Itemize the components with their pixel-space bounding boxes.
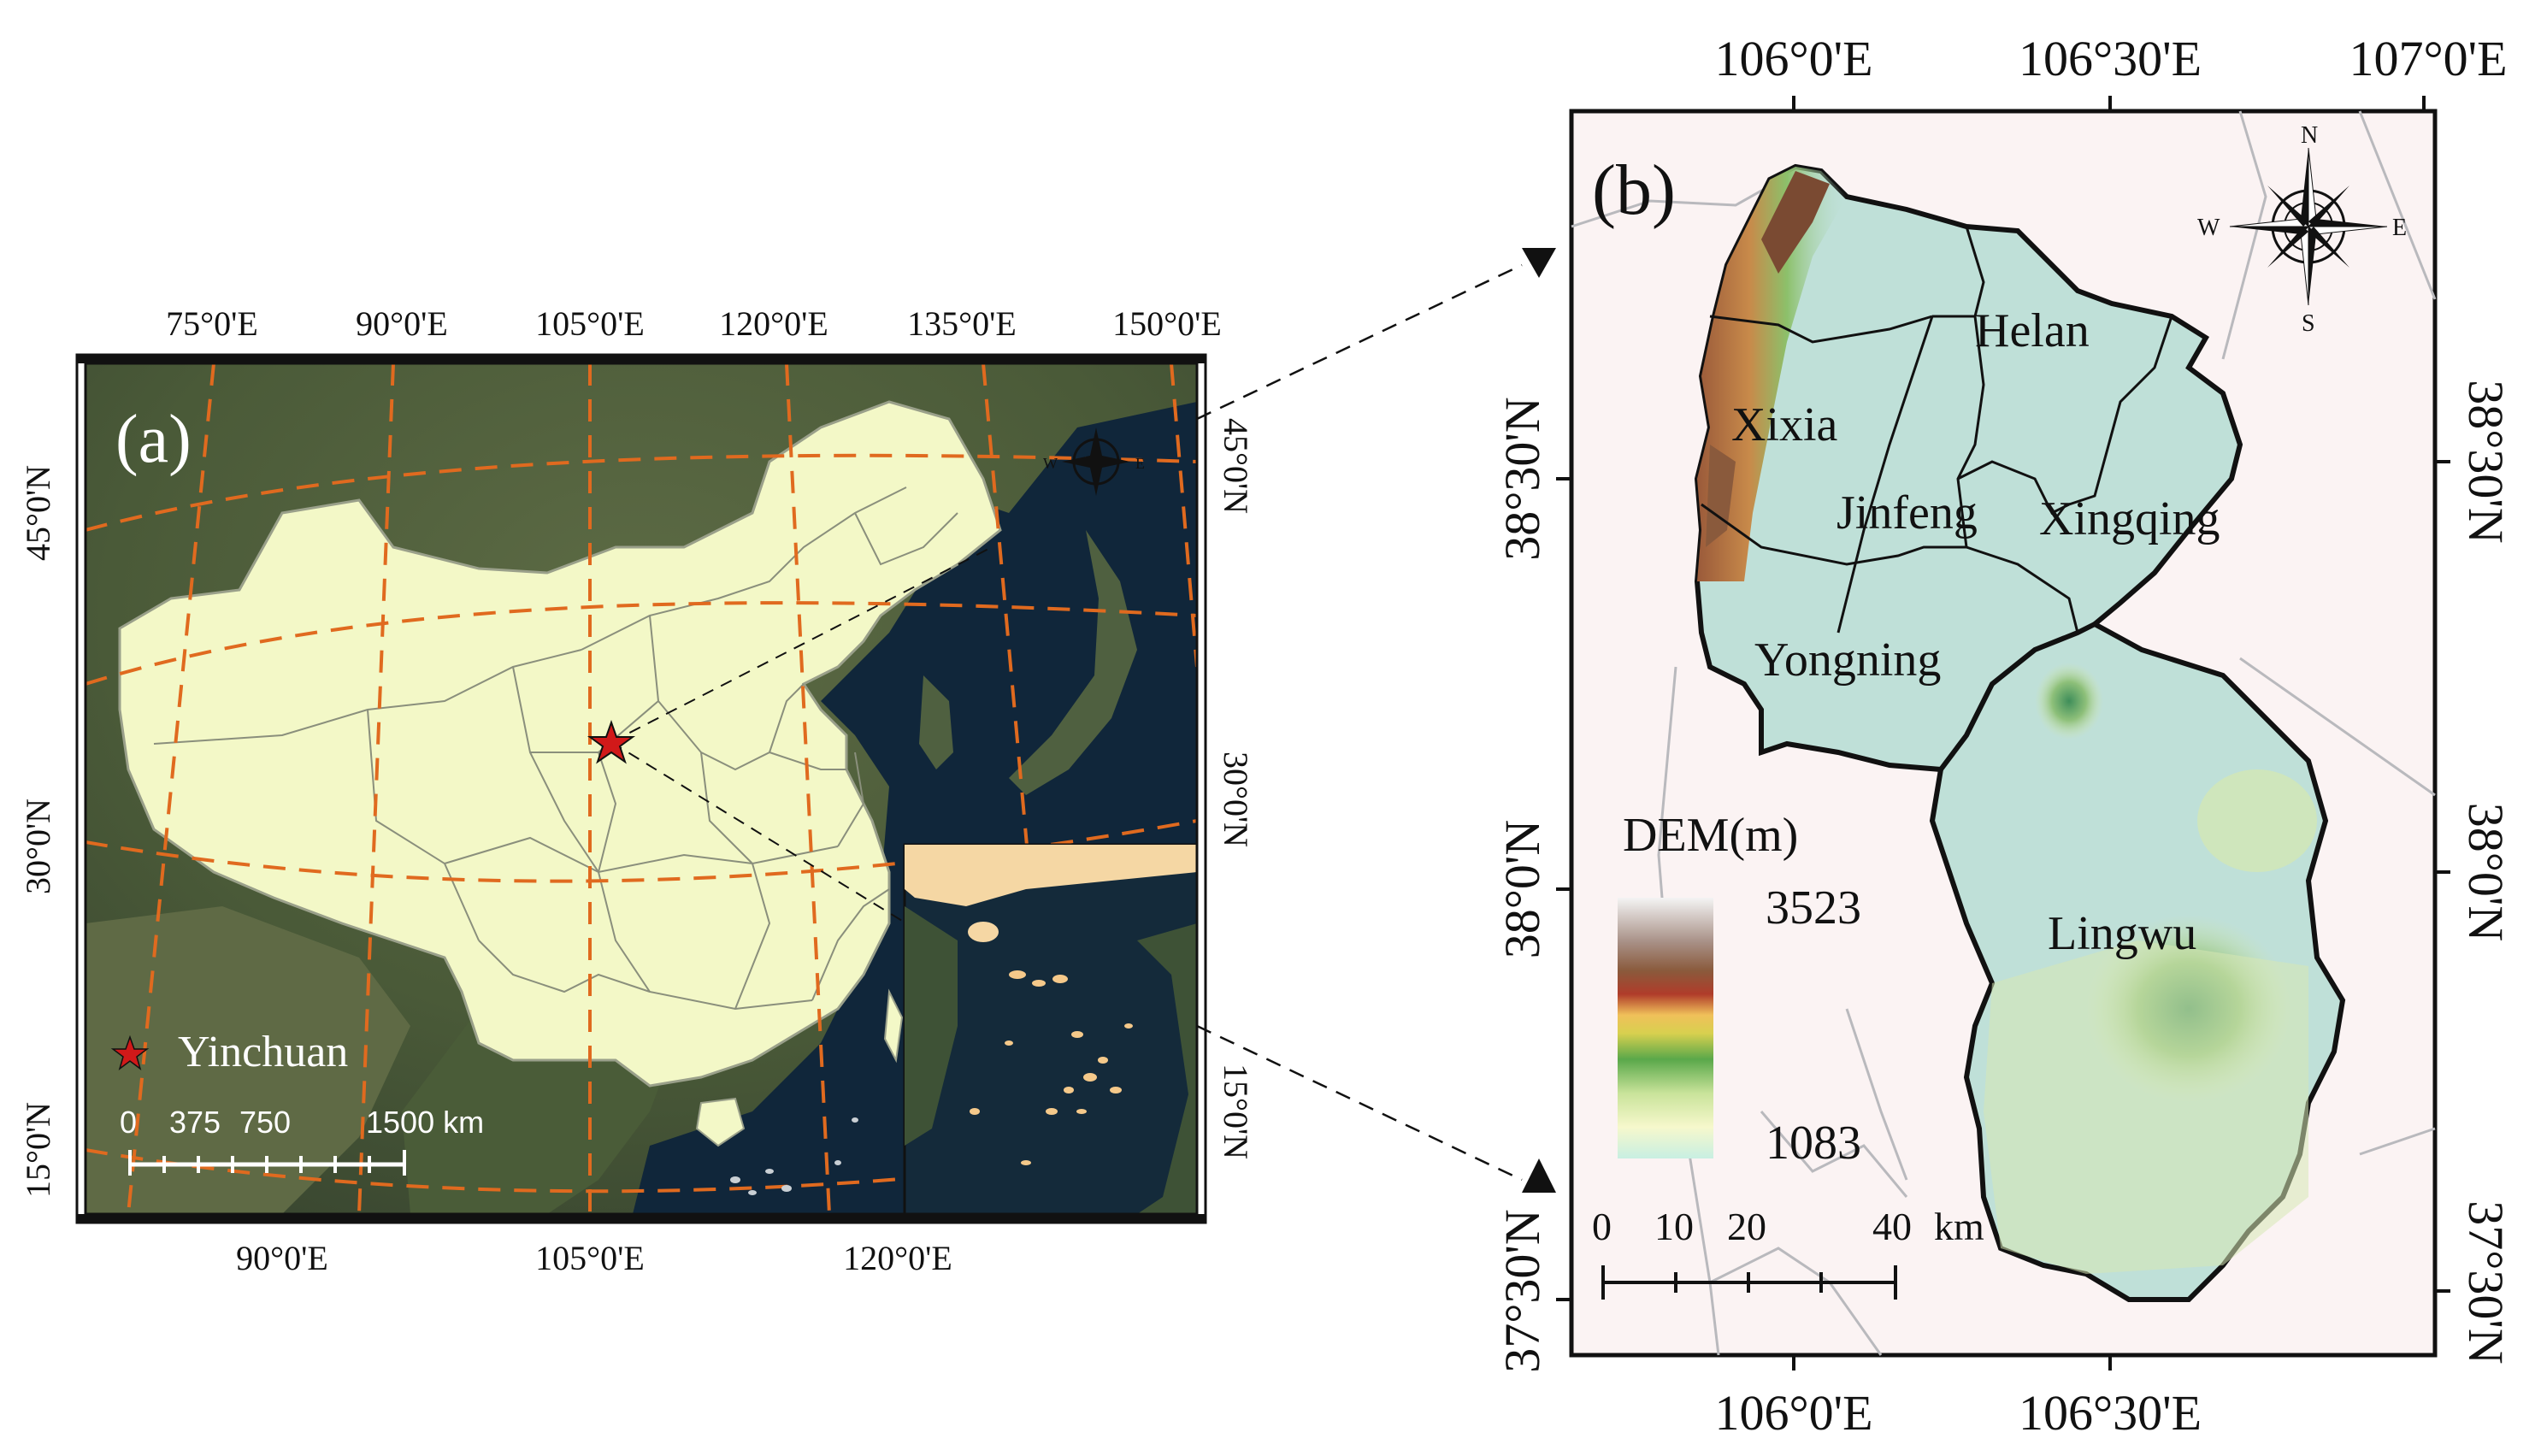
a-top-tick-90: 90°0'E <box>356 304 448 343</box>
inset-reef-marks <box>970 970 1133 1165</box>
a-bottom-tick-120: 120°0'E <box>843 1239 952 1277</box>
b-left-tick-38-30: 38°30'N <box>1495 397 1550 561</box>
panel-a-bottom-ticks: 90°0'E 105°0'E 120°0'E <box>236 1239 952 1277</box>
dem-legend: DEM(m) 3523 1083 <box>1618 809 1861 1170</box>
district-xingqing: Xingqing <box>2039 492 2220 545</box>
connector-arrow-top-icon <box>1522 248 1556 278</box>
scale-bar-a: 0 375 750 1500 km <box>120 1105 484 1176</box>
a-right-tick-15: 15°0'N <box>1217 1064 1255 1159</box>
panel-b-ticks <box>1556 96 2450 1371</box>
district-jinfeng: Jinfeng <box>1836 486 1978 539</box>
district-xixia: Xixia <box>1731 398 1838 451</box>
scale-b-0: 0 <box>1592 1205 1612 1248</box>
dem-legend-title: DEM(m) <box>1623 809 1798 862</box>
a-left-tick-45: 45°0'N <box>19 465 57 561</box>
panel-a-top-ticks: 75°0'E 90°0'E 105°0'E 120°0'E 135°0'E 15… <box>166 304 1222 343</box>
scale-b-20: 20 <box>1727 1205 1766 1248</box>
japan-land <box>1009 530 1137 795</box>
dem-legend-max: 3523 <box>1766 881 1861 934</box>
scale-a-750: 750 <box>239 1105 291 1140</box>
scale-bar-b: 0 10 20 40 km <box>1592 1205 1984 1300</box>
compass-e: E <box>2392 215 2407 241</box>
scale-a-0: 0 <box>120 1105 137 1140</box>
a-right-tick-45: 45°0'N <box>1217 418 1255 514</box>
south-sea-islands <box>730 1117 858 1195</box>
a-top-tick-75: 75°0'E <box>166 304 258 343</box>
connector-lines-a <box>610 546 993 924</box>
connector-arrow-bottom-icon <box>1522 1158 1556 1193</box>
north-arrow-icon: N S W E <box>2197 122 2407 337</box>
a-top-tick-135: 135°0'E <box>907 304 1017 343</box>
inset-hainan <box>968 922 999 942</box>
compass-s: S <box>2302 310 2315 337</box>
district-yongning: Yongning <box>1754 634 1941 687</box>
yinchuan-location-star <box>587 719 636 764</box>
b-right-tick-38-30: 38°30'N <box>2458 380 2514 544</box>
district-lingwu: Lingwu <box>2048 907 2196 960</box>
scale-a-1500: 1500 km <box>366 1105 484 1140</box>
panel-a-right-ticks: 45°0'N 30°0'N 15°0'N <box>1217 418 1255 1159</box>
korea-land <box>919 675 953 769</box>
dem-legend-min: 1083 <box>1766 1117 1861 1170</box>
scale-b-km: km <box>1934 1205 1984 1248</box>
compass-a-e: E <box>1135 455 1145 472</box>
compass-a-w: W <box>1043 455 1058 472</box>
a-bottom-tick-105: 105°0'E <box>535 1239 645 1277</box>
a-bottom-tick-90: 90°0'E <box>236 1239 328 1277</box>
panel-a-left-ticks: 45°0'N 30°0'N 15°0'N <box>19 465 57 1198</box>
a-top-tick-120: 120°0'E <box>719 304 828 343</box>
taiwan-island <box>883 988 904 1064</box>
panel-b-bottom-ticks: 106°0'E 106°30'E <box>1714 1385 2202 1441</box>
b-top-tick-106: 106°0'E <box>1714 31 1872 86</box>
scale-b-40: 40 <box>1872 1205 1912 1248</box>
panel-b-top-ticks: 106°0'E 106°30'E 107°0'E <box>1714 31 2507 86</box>
panel-b-left-ticks: 38°30'N 38°0'N 37°30'N <box>1495 397 1550 1373</box>
b-right-tick-37-30: 37°30'N <box>2458 1200 2514 1365</box>
a-left-tick-30: 30°0'N <box>19 799 57 894</box>
a-top-tick-150: 150°0'E <box>1112 304 1222 343</box>
b-bottom-tick-106-30: 106°30'E <box>2019 1385 2202 1441</box>
b-left-tick-38: 38°0'N <box>1495 820 1550 959</box>
b-top-tick-106-30: 106°30'E <box>2019 31 2202 86</box>
panel-a-china-overview: W E (a) Yinchuan 0 375 750 1500 km <box>19 304 1255 1277</box>
china-land <box>118 400 1002 1088</box>
province-boundaries <box>153 486 958 1011</box>
panel-b-yinchuan-dem: Helan Xixia Jinfeng Xingqing Yongning Li… <box>1495 31 2514 1441</box>
legend-star-icon <box>110 1035 150 1070</box>
compass-n: N <box>2301 122 2318 149</box>
panel-b-right-ticks: 38°30'N 38°0'N 37°30'N <box>2458 380 2514 1365</box>
b-top-tick-107: 107°0'E <box>2349 31 2507 86</box>
south-china-sea-inset <box>903 843 1197 1214</box>
dem-color-ramp <box>1618 898 1713 1158</box>
hainan-island <box>695 1097 746 1147</box>
panel-b-label: (b) <box>1592 150 1676 230</box>
panel-connector-lines <box>1196 263 1523 1182</box>
lingwu-boundary <box>1938 622 2096 771</box>
panel-a-neatline <box>77 355 1206 1223</box>
a-right-tick-30: 30°0'N <box>1217 752 1255 847</box>
compass-rose-a-icon: W E <box>1043 427 1145 496</box>
scale-a-375: 375 <box>169 1105 221 1140</box>
india-land <box>85 906 410 1214</box>
b-right-tick-38: 38°0'N <box>2458 803 2514 942</box>
a-top-tick-105: 105°0'E <box>535 304 645 343</box>
scale-b-10: 10 <box>1654 1205 1694 1248</box>
b-left-tick-37-30: 37°30'N <box>1495 1209 1550 1373</box>
inset-land <box>905 906 958 1146</box>
terrain-shading <box>1697 167 2317 1274</box>
legend-yinchuan-label: Yinchuan <box>178 1028 348 1076</box>
district-labels: Helan Xixia Jinfeng Xingqing Yongning Li… <box>1731 304 2220 960</box>
compass-w: W <box>2197 215 2220 241</box>
panel-a-label: (a) <box>115 402 192 477</box>
b-bottom-tick-106: 106°0'E <box>1714 1385 1872 1441</box>
inset-islands <box>1137 923 1197 1214</box>
a-left-tick-15: 15°0'N <box>19 1102 57 1198</box>
district-helan: Helan <box>1975 304 2090 357</box>
inset-coast <box>905 845 1197 906</box>
